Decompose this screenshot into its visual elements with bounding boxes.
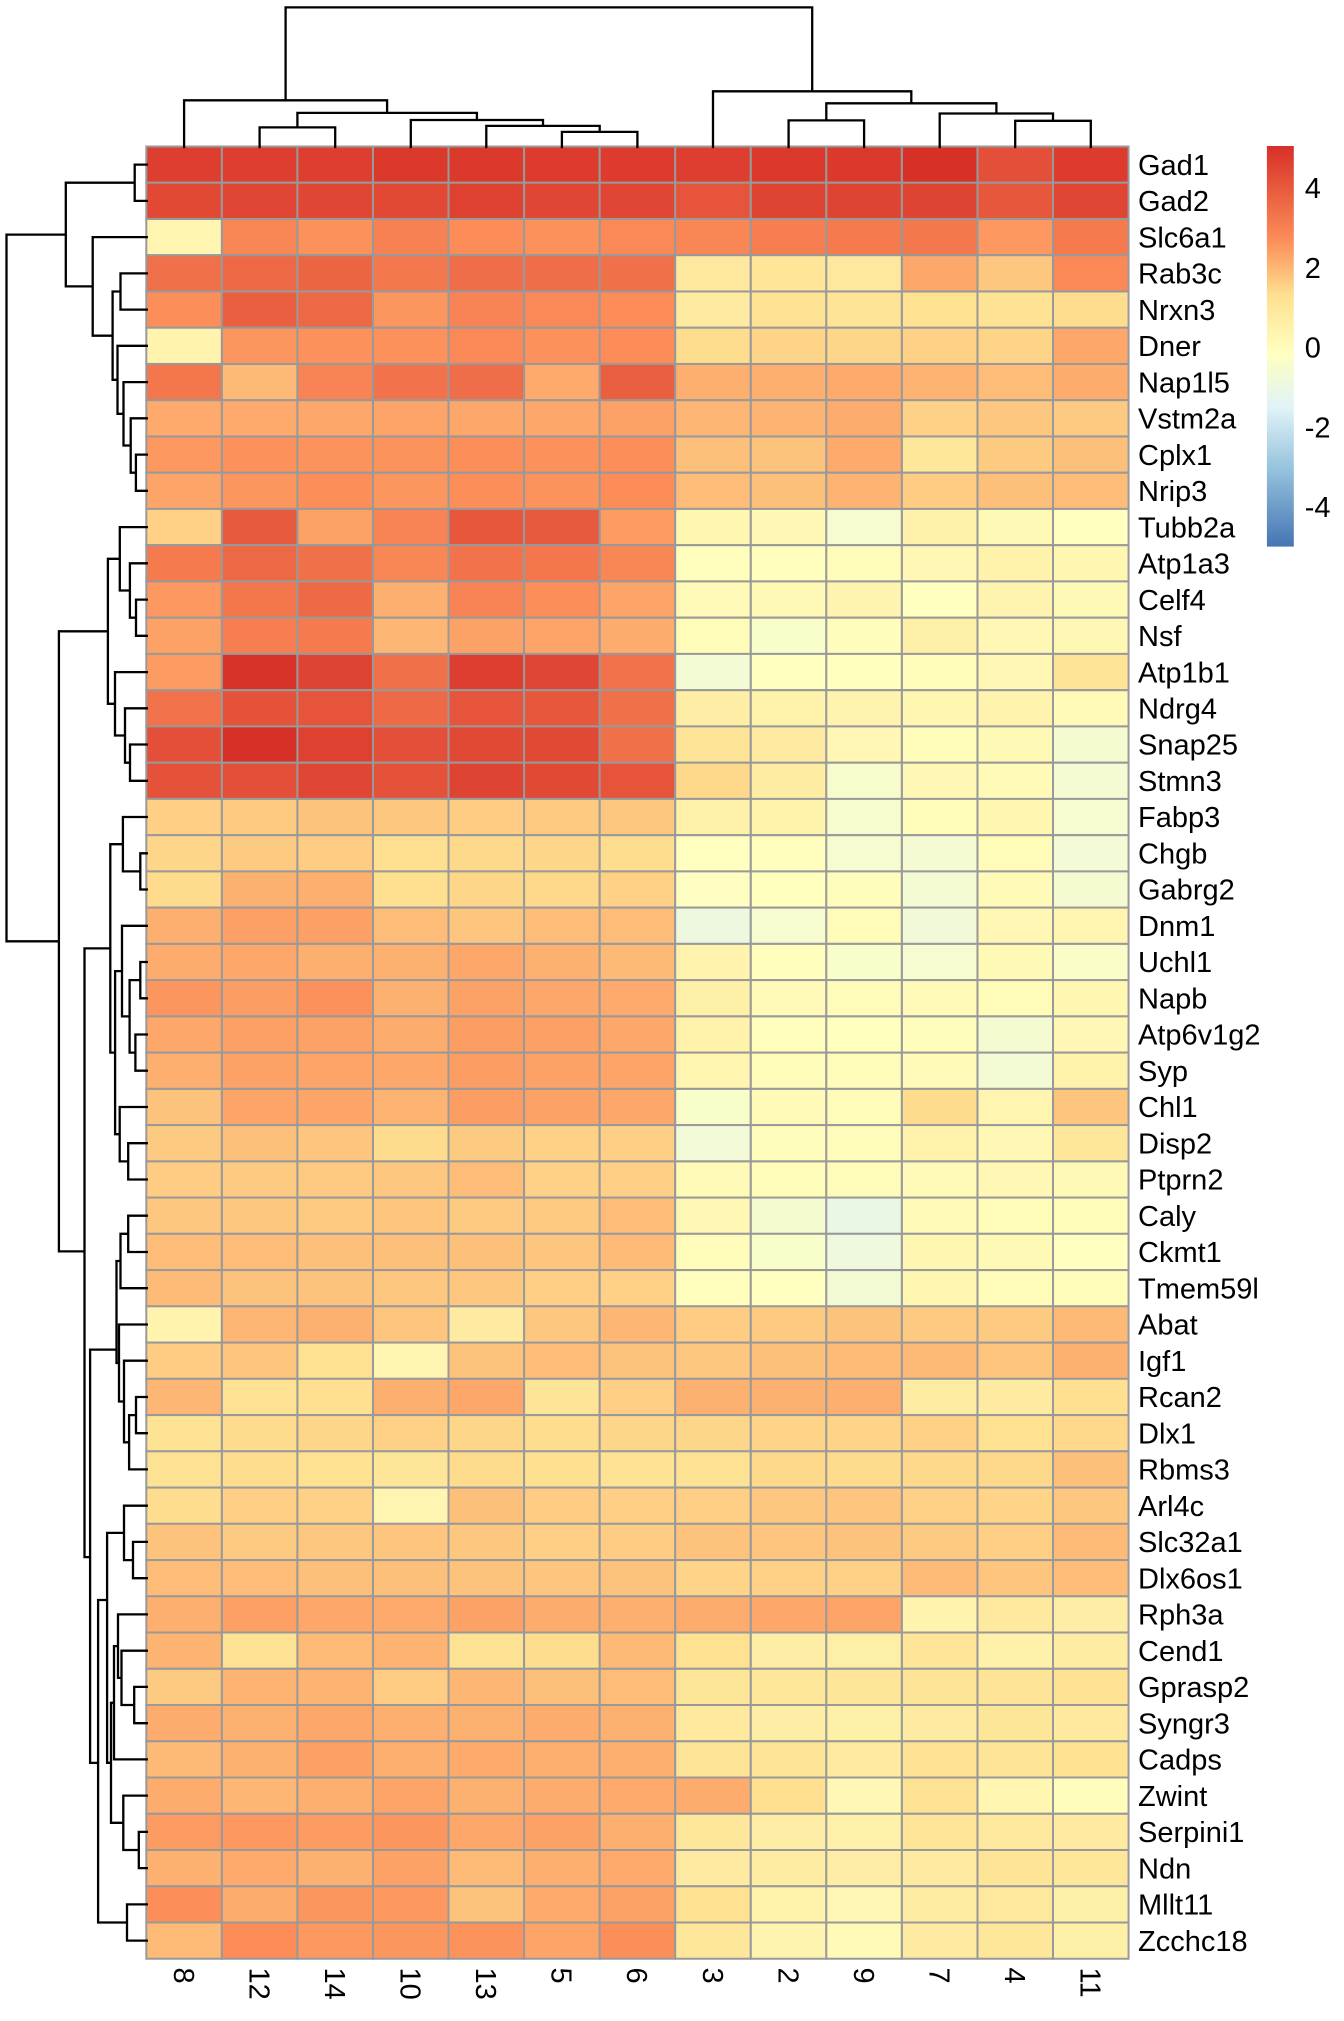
svg-text:5: 5: [545, 1968, 577, 1984]
svg-text:11: 11: [1074, 1968, 1106, 1998]
svg-text:Mllt11: Mllt11: [1138, 1890, 1213, 1922]
svg-text:Vstm2a: Vstm2a: [1138, 404, 1237, 436]
svg-text:Nsf: Nsf: [1138, 621, 1182, 653]
svg-text:Cadps: Cadps: [1138, 1745, 1222, 1777]
svg-text:Rph3a: Rph3a: [1138, 1600, 1224, 1632]
svg-text:Snap25: Snap25: [1138, 730, 1238, 762]
svg-text:Stmn3: Stmn3: [1138, 766, 1222, 798]
svg-text:-4: -4: [1305, 492, 1331, 524]
svg-text:4: 4: [998, 1968, 1030, 1984]
svg-text:Rbms3: Rbms3: [1138, 1455, 1230, 1487]
svg-text:4: 4: [1305, 173, 1321, 205]
svg-text:Ptprn2: Ptprn2: [1138, 1165, 1223, 1197]
svg-text:6: 6: [620, 1968, 652, 1984]
svg-text:Dner: Dner: [1138, 331, 1201, 363]
svg-text:3: 3: [696, 1968, 728, 1984]
svg-text:Dlx1: Dlx1: [1138, 1418, 1196, 1450]
svg-text:Cplx1: Cplx1: [1138, 440, 1212, 472]
svg-text:Tmem59l: Tmem59l: [1138, 1273, 1259, 1305]
svg-text:Arl4c: Arl4c: [1138, 1491, 1204, 1523]
svg-text:8: 8: [167, 1968, 199, 1984]
svg-text:Zwint: Zwint: [1138, 1781, 1207, 1813]
svg-text:Nrip3: Nrip3: [1138, 476, 1207, 508]
svg-text:Syp: Syp: [1138, 1056, 1188, 1088]
svg-text:Cend1: Cend1: [1138, 1636, 1223, 1668]
svg-text:Syngr3: Syngr3: [1138, 1708, 1230, 1740]
svg-text:Chgb: Chgb: [1138, 839, 1207, 871]
svg-text:Slc6a1: Slc6a1: [1138, 222, 1227, 254]
svg-text:Ndn: Ndn: [1138, 1853, 1191, 1885]
svg-text:Zcchc18: Zcchc18: [1138, 1926, 1248, 1958]
svg-text:Napb: Napb: [1138, 984, 1207, 1016]
svg-text:14: 14: [318, 1968, 350, 2000]
svg-text:Celf4: Celf4: [1138, 585, 1206, 617]
svg-text:Fabp3: Fabp3: [1138, 802, 1220, 834]
svg-text:Uchl1: Uchl1: [1138, 947, 1212, 979]
svg-text:Ckmt1: Ckmt1: [1138, 1237, 1222, 1269]
svg-text:Slc32a1: Slc32a1: [1138, 1527, 1243, 1559]
svg-text:Ndrg4: Ndrg4: [1138, 694, 1217, 726]
svg-text:Serpini1: Serpini1: [1138, 1817, 1244, 1849]
svg-text:Disp2: Disp2: [1138, 1128, 1212, 1160]
svg-text:Abat: Abat: [1138, 1310, 1198, 1342]
svg-text:Dnm1: Dnm1: [1138, 911, 1215, 943]
svg-text:Atp1b1: Atp1b1: [1138, 657, 1230, 689]
svg-text:2: 2: [1305, 253, 1321, 285]
svg-text:Nap1l5: Nap1l5: [1138, 367, 1230, 399]
svg-text:0: 0: [1305, 333, 1321, 365]
svg-text:Rcan2: Rcan2: [1138, 1382, 1222, 1414]
svg-text:Gad2: Gad2: [1138, 186, 1209, 218]
svg-text:Dlx6os1: Dlx6os1: [1138, 1563, 1243, 1595]
svg-text:Igf1: Igf1: [1138, 1346, 1186, 1378]
svg-text:Tubb2a: Tubb2a: [1138, 512, 1236, 544]
svg-text:Gprasp2: Gprasp2: [1138, 1672, 1249, 1704]
svg-text:10: 10: [394, 1968, 426, 2000]
svg-text:7: 7: [923, 1968, 955, 1984]
svg-text:12: 12: [242, 1968, 274, 2000]
svg-text:2: 2: [771, 1968, 803, 1984]
svg-text:Nrxn3: Nrxn3: [1138, 295, 1215, 327]
svg-text:Rab3c: Rab3c: [1138, 259, 1222, 291]
svg-text:13: 13: [469, 1968, 501, 2000]
svg-text:Gabrg2: Gabrg2: [1138, 875, 1235, 907]
svg-text:Caly: Caly: [1138, 1201, 1197, 1233]
svg-text:-2: -2: [1305, 412, 1331, 444]
svg-text:9: 9: [847, 1968, 879, 1984]
svg-text:Chl1: Chl1: [1138, 1092, 1198, 1124]
svg-text:Atp6v1g2: Atp6v1g2: [1138, 1020, 1261, 1052]
svg-text:Atp1a3: Atp1a3: [1138, 549, 1230, 581]
svg-text:Gad1: Gad1: [1138, 150, 1209, 182]
